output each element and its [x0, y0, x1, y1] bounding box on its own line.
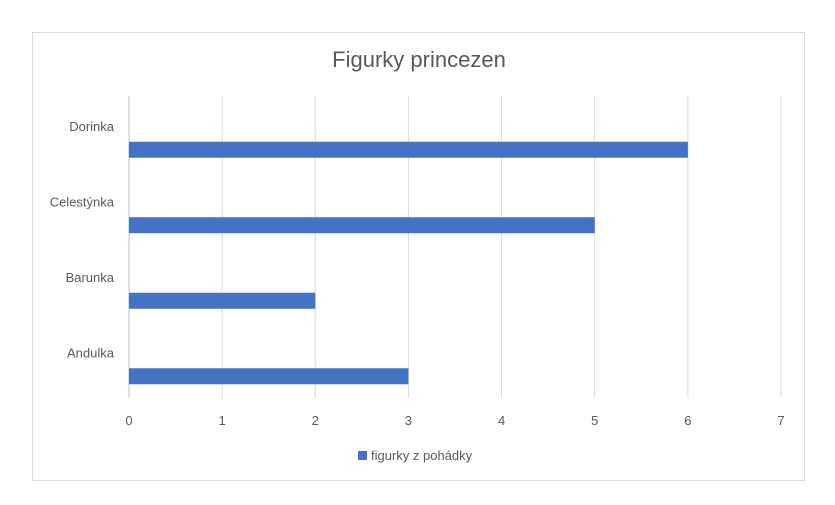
bar-barunka [129, 292, 316, 309]
x-tick-label: 0 [125, 413, 132, 428]
category-label: Barunka [66, 270, 115, 285]
chart-title: Figurky princezen [332, 47, 506, 72]
chart-frame [32, 32, 805, 481]
x-tick-label: 4 [498, 413, 505, 428]
category-label: Andulka [67, 345, 115, 360]
x-tick-labels: 0 1 2 3 4 5 6 7 [125, 413, 784, 428]
legend-swatch [358, 451, 367, 460]
x-tick-label: 7 [777, 413, 784, 428]
legend-label: figurky z pohádky [371, 448, 473, 463]
bars [129, 141, 688, 385]
bar-andulka [129, 368, 409, 385]
bar-celestýnka [129, 217, 595, 234]
gridlines [128, 96, 782, 398]
category-label: Dorinka [69, 119, 115, 134]
x-tick-label: 2 [312, 413, 319, 428]
x-tick-label: 1 [219, 413, 226, 428]
bar-dorinka [129, 141, 688, 158]
x-tick-label: 6 [684, 413, 691, 428]
category-labels: Andulka Barunka Celestýnka Dorinka [50, 119, 115, 361]
legend: figurky z pohádky [358, 448, 473, 463]
x-tick-label: 3 [405, 413, 412, 428]
category-label: Celestýnka [50, 194, 115, 209]
x-tick-label: 5 [591, 413, 598, 428]
